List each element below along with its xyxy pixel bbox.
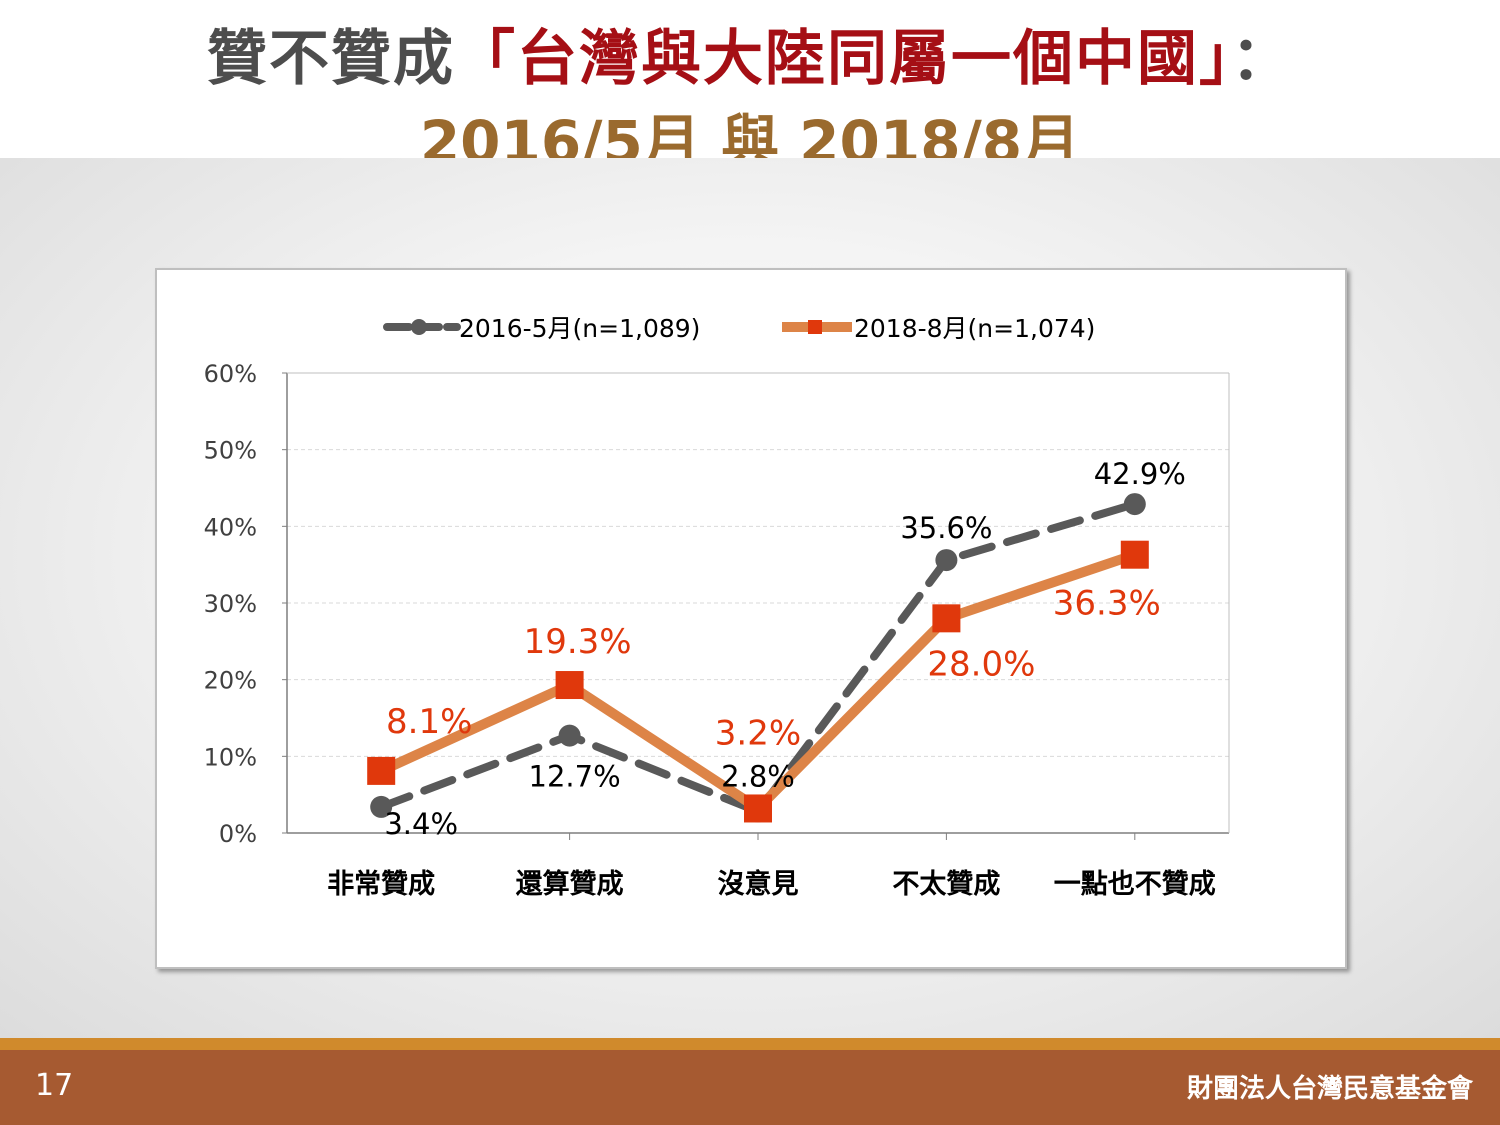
data-point-2018 <box>932 604 961 633</box>
y-tick-label: 60% <box>204 360 257 388</box>
data-label-2016: 35.6% <box>900 511 992 545</box>
data-label-2018: 3.2% <box>715 713 801 753</box>
y-tick-label: 50% <box>204 437 257 465</box>
data-label-2018: 28.0% <box>927 644 1035 684</box>
title-area: 贊不贊成「台灣與大陸同屬一個中國」： 2016/5月 與 2018/8月 <box>0 0 1500 176</box>
data-point-2016 <box>558 724 581 747</box>
data-label-2016: 3.4% <box>384 807 458 841</box>
chart-panel: 0% 10% 20% 30% 40% 50% 60% 非常贊成 還算贊成 沒意見 不太贊成 一點也不贊… <box>155 268 1347 969</box>
data-point-2018 <box>744 794 772 823</box>
organization-name: 財團法人台灣民意基金會 <box>1186 1074 1473 1104</box>
legend-marker-2016 <box>411 319 427 335</box>
data-label-2018: 8.1% <box>386 702 472 742</box>
y-tick-label: 20% <box>204 667 257 695</box>
data-label-2016: 42.9% <box>1094 457 1186 491</box>
data-label-2016: 12.7% <box>529 760 621 794</box>
x-tick-label: 一點也不贊成 <box>1054 869 1216 900</box>
x-tick-label: 還算贊成 <box>516 868 624 900</box>
data-point-2016 <box>1123 493 1146 516</box>
data-label-2016: 2.8% <box>721 760 795 794</box>
series-line-2016 <box>377 500 1139 817</box>
legend-label-2016: 2016-5月(n=1,089) <box>459 314 700 343</box>
legend-label-2018: 2018-8月(n=1,074) <box>854 314 1095 343</box>
data-point-2016 <box>370 795 393 818</box>
x-tick-label: 沒意見 <box>718 868 799 900</box>
title-prefix: 贊不贊成 <box>207 24 455 94</box>
title-suffix: ： <box>1231 24 1293 94</box>
slide-title: 贊不贊成「台灣與大陸同屬一個中國」： <box>0 10 1500 97</box>
data-point-2018 <box>367 756 396 785</box>
line-chart: 0% 10% 20% 30% 40% 50% 60% 非常贊成 還算贊成 沒意見 不太贊成 一點也不贊… <box>204 314 1230 900</box>
data-point-2016 <box>935 549 958 572</box>
footer-bar <box>0 1050 1500 1125</box>
x-tick-label: 不太贊成 <box>892 869 1000 900</box>
x-tick-label: 非常贊成 <box>327 869 435 900</box>
data-point-2018 <box>1120 540 1149 569</box>
page-number: 17 <box>35 1068 74 1103</box>
y-tick-label: 30% <box>204 590 257 618</box>
data-label-2018: 36.3% <box>1053 584 1161 624</box>
y-tick-label: 0% <box>219 820 257 848</box>
data-label-2018: 19.3% <box>524 622 632 662</box>
y-tick-label: 10% <box>204 743 257 771</box>
footer-stripe <box>0 1038 1500 1050</box>
data-point-2018 <box>555 671 584 700</box>
legend-marker-2018 <box>808 320 822 334</box>
title-quote: 「台灣與大陸同屬一個中國」 <box>455 24 1231 94</box>
y-tick-label: 40% <box>204 513 257 541</box>
